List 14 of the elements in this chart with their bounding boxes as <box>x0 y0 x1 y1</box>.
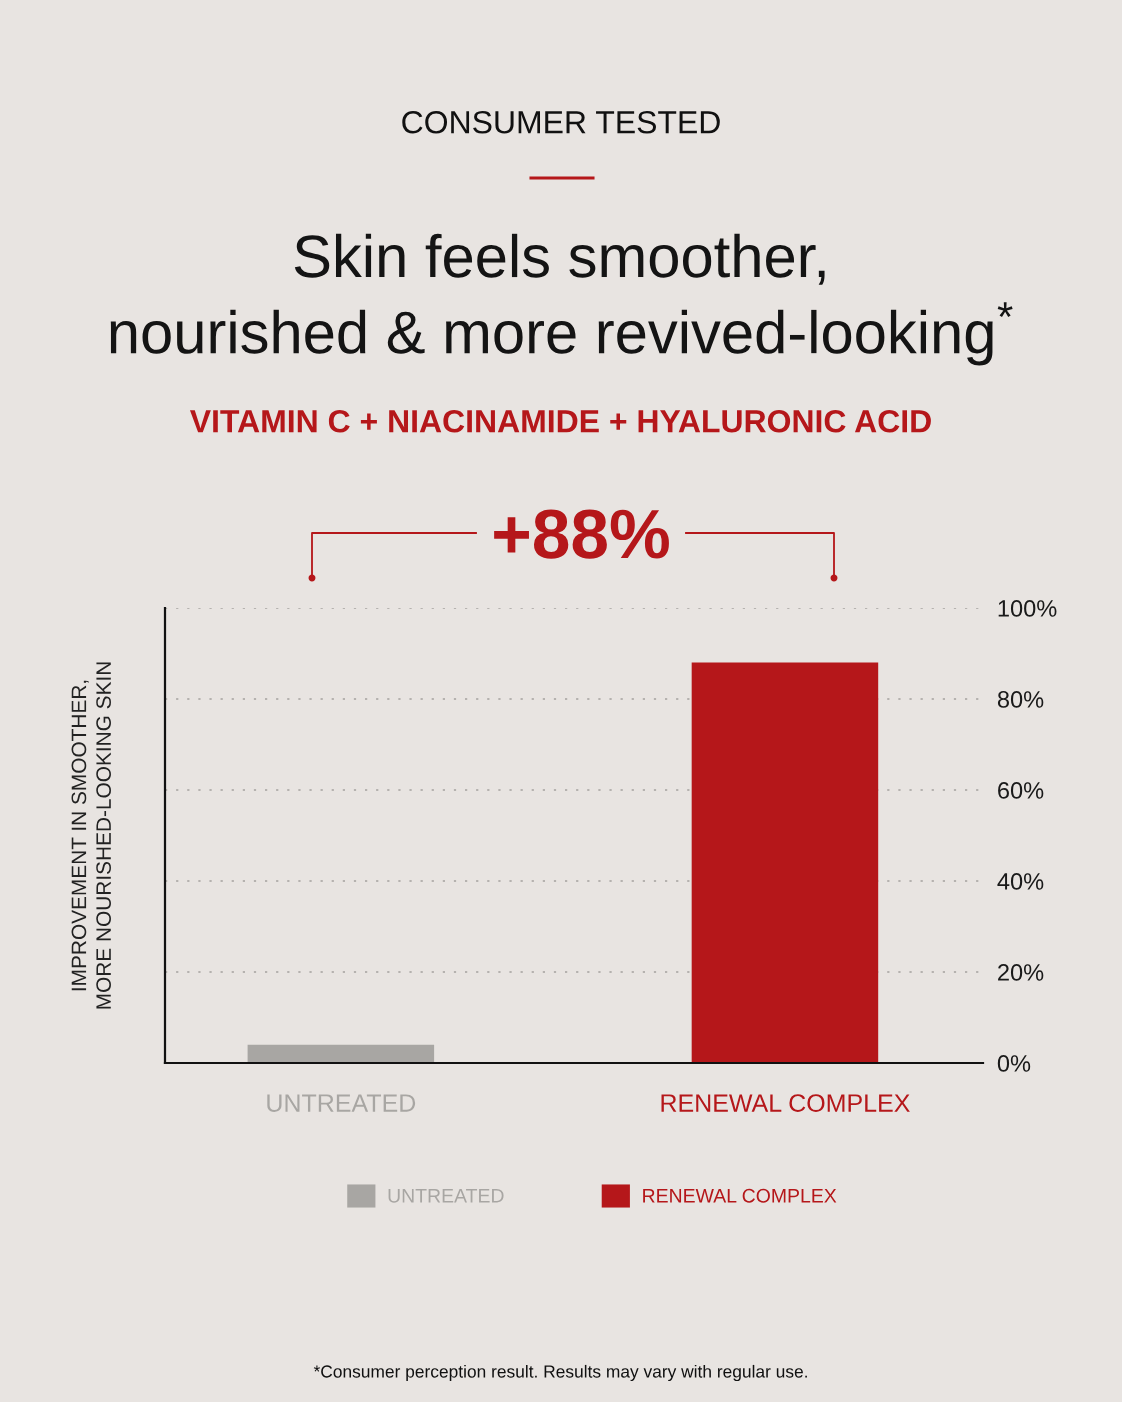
chart-title: Skin feels smoother, nourished & more revived-looking$^{*}$ <box>110 233 1013 366</box>
legend-label: UNTREATED <box>388 1189 504 1203</box>
y-tick-label: 60% <box>998 782 1044 799</box>
y-tick-label: 100% <box>998 600 1057 617</box>
text: CONSUMER TESTED <box>402 110 720 134</box>
text: *Consumer perception result. Results may vary with regular use. <box>313 1364 807 1382</box>
y-axis-title: IMPROVEMENT IN SMOOTHER, MORE NOURISHED-LOOKING SKIN <box>71 662 111 1009</box>
y-tick-label: 80% <box>997 691 1044 708</box>
y-tick-label: 40% <box>997 873 1044 890</box>
y-tick-label: 20% <box>998 964 1044 981</box>
text: +88% <box>494 509 669 559</box>
y-tick-label: 0% <box>997 1055 1031 1072</box>
chart-subtitle: VITAMIN C + NIACINAMIDE + HYALURONIC ACID <box>189 409 931 433</box>
legend-label: RENEWAL COMPLEX <box>643 1188 837 1203</box>
